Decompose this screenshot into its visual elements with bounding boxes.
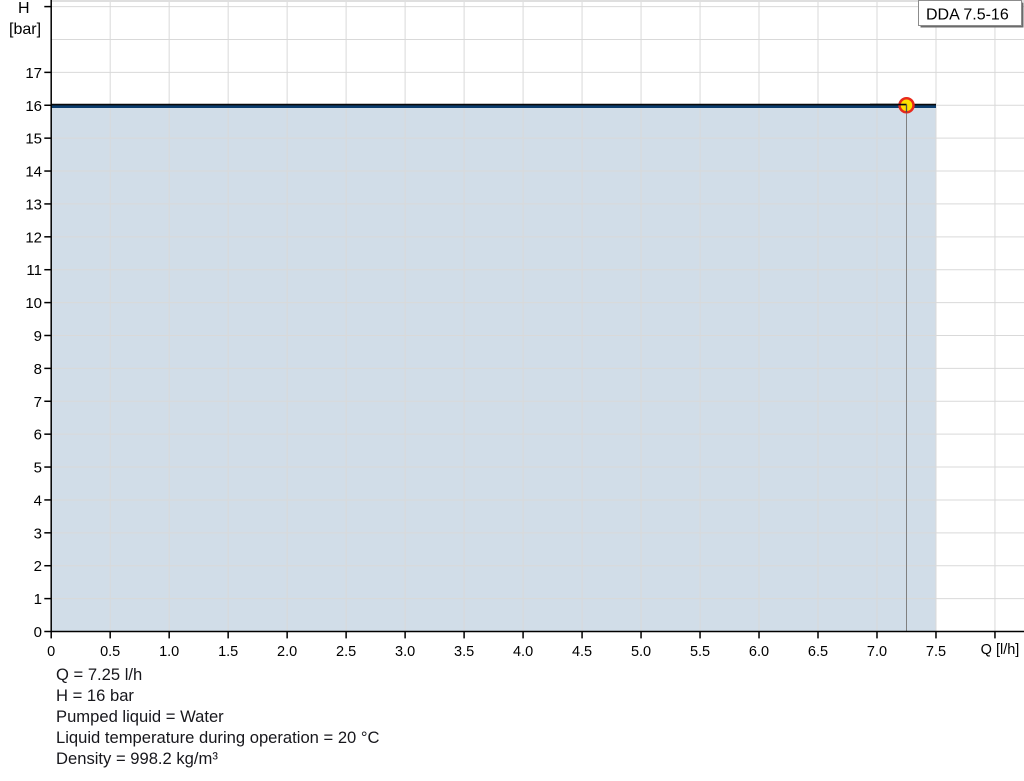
svg-text:H: H <box>18 0 30 17</box>
svg-text:2.5: 2.5 <box>336 644 356 660</box>
svg-text:13: 13 <box>25 196 42 213</box>
svg-text:6: 6 <box>34 427 42 444</box>
svg-text:5.0: 5.0 <box>631 644 651 660</box>
svg-text:7: 7 <box>34 394 42 411</box>
svg-text:3: 3 <box>34 525 42 542</box>
svg-text:12: 12 <box>25 229 42 246</box>
svg-text:3.5: 3.5 <box>454 644 474 660</box>
svg-text:5.5: 5.5 <box>690 644 710 660</box>
svg-text:[bar]: [bar] <box>9 21 41 38</box>
svg-text:2.0: 2.0 <box>277 644 297 660</box>
svg-text:2: 2 <box>34 558 42 575</box>
svg-text:6.0: 6.0 <box>749 644 769 660</box>
svg-text:DDA 7.5-16: DDA 7.5-16 <box>926 7 1009 24</box>
svg-text:9: 9 <box>34 328 42 345</box>
svg-text:1.0: 1.0 <box>159 644 179 660</box>
svg-text:1: 1 <box>34 591 42 608</box>
svg-text:4: 4 <box>34 492 42 509</box>
svg-text:4.0: 4.0 <box>513 644 533 660</box>
svg-text:14: 14 <box>25 164 42 181</box>
svg-text:11: 11 <box>26 262 42 279</box>
svg-text:Q [l/h]: Q [l/h] <box>981 642 1020 658</box>
svg-text:8: 8 <box>34 361 42 378</box>
svg-text:15: 15 <box>25 131 42 148</box>
svg-text:0.5: 0.5 <box>100 644 120 660</box>
svg-text:0: 0 <box>47 644 55 660</box>
svg-text:1.5: 1.5 <box>218 644 238 660</box>
svg-text:7.0: 7.0 <box>867 644 887 660</box>
svg-text:3.0: 3.0 <box>395 644 415 660</box>
svg-text:5: 5 <box>34 460 42 477</box>
svg-text:0: 0 <box>34 624 42 641</box>
svg-text:6.5: 6.5 <box>808 644 828 660</box>
svg-text:4.5: 4.5 <box>572 644 592 660</box>
svg-text:16: 16 <box>25 98 42 115</box>
svg-text:10: 10 <box>25 295 42 312</box>
svg-text:17: 17 <box>25 65 42 82</box>
svg-text:7.5: 7.5 <box>926 644 946 660</box>
